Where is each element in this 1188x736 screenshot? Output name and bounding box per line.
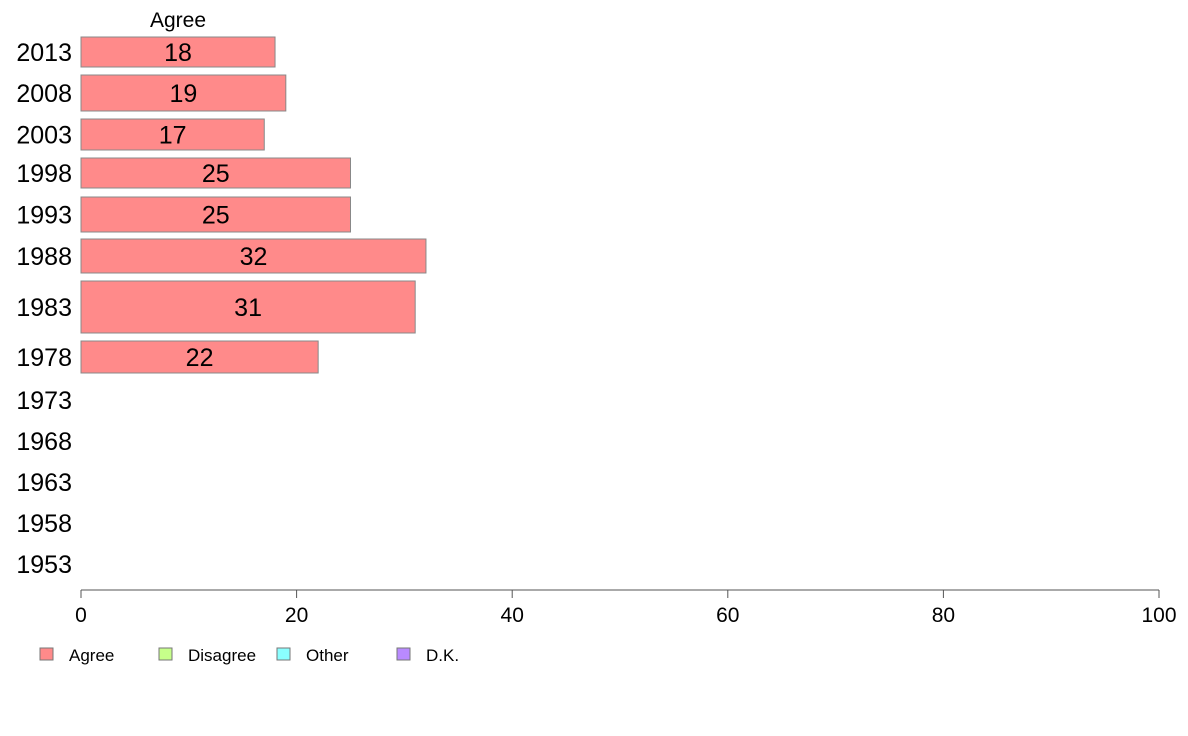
bar-value-label: 17 xyxy=(159,122,187,150)
y-tick-label: 1988 xyxy=(16,243,72,271)
bar-agree-1998 xyxy=(80,157,351,189)
x-tick-label: 80 xyxy=(932,604,955,627)
y-tick-label: 1953 xyxy=(16,551,72,579)
bar-agree-1993 xyxy=(80,196,351,233)
y-tick-label: 1993 xyxy=(16,202,72,230)
y-tick-label: 1963 xyxy=(16,469,72,497)
y-tick-label: 2013 xyxy=(16,39,72,67)
bar-value-label: 31 xyxy=(234,294,262,322)
y-tick-label: 2003 xyxy=(16,122,72,150)
x-tick-label: 100 xyxy=(1141,604,1176,627)
bar-value-label: 19 xyxy=(170,80,198,108)
y-tick-label: 1968 xyxy=(16,428,72,456)
legend-label: Other xyxy=(306,646,349,665)
y-tick-label: 1998 xyxy=(16,160,72,188)
legend-swatch xyxy=(39,647,54,661)
bar-agree-1978 xyxy=(80,340,319,374)
legend-swatch xyxy=(396,647,411,661)
y-tick-label: 1958 xyxy=(16,510,72,538)
x-axis: 0 20 40 60 80 100 xyxy=(75,589,1177,627)
bar-value-label: 32 xyxy=(240,243,268,271)
y-tick-label: 1978 xyxy=(16,344,72,372)
y-axis-labels: 2013 2008 2003 1998 1993 1988 1983 1978 1973 1968… xyxy=(16,39,72,579)
legend-swatch xyxy=(276,647,291,661)
bar-agree-2008 xyxy=(80,74,287,112)
legend-label: Agree xyxy=(69,646,114,665)
bar-value-label: 22 xyxy=(186,344,214,372)
x-tick-label: 0 xyxy=(75,604,87,627)
bar-value-label: 25 xyxy=(202,202,230,230)
bar-agree-2003 xyxy=(80,118,265,151)
x-tick-label: 40 xyxy=(501,604,524,627)
bar-agree-1988 xyxy=(80,238,427,274)
column-header: Agree xyxy=(150,9,206,32)
x-tick-label: 20 xyxy=(285,604,308,627)
y-tick-label: 1983 xyxy=(16,294,72,322)
bar-value-label: 25 xyxy=(202,160,230,188)
y-tick-label: 1973 xyxy=(16,387,72,415)
legend-swatch xyxy=(158,647,173,661)
bar-agree-2013 xyxy=(80,36,276,68)
bar-value-label: 18 xyxy=(164,39,192,67)
y-tick-label: 2008 xyxy=(16,80,72,108)
legend-label: D.K. xyxy=(426,646,459,665)
bars: 18 19 17 25 25 32 31 22 xyxy=(80,36,427,374)
legend-label: Disagree xyxy=(188,646,256,665)
x-tick-label: 60 xyxy=(716,604,739,627)
bar-agree-1983 xyxy=(80,280,416,334)
legend: Agree Disagree Other D.K. xyxy=(39,646,459,665)
